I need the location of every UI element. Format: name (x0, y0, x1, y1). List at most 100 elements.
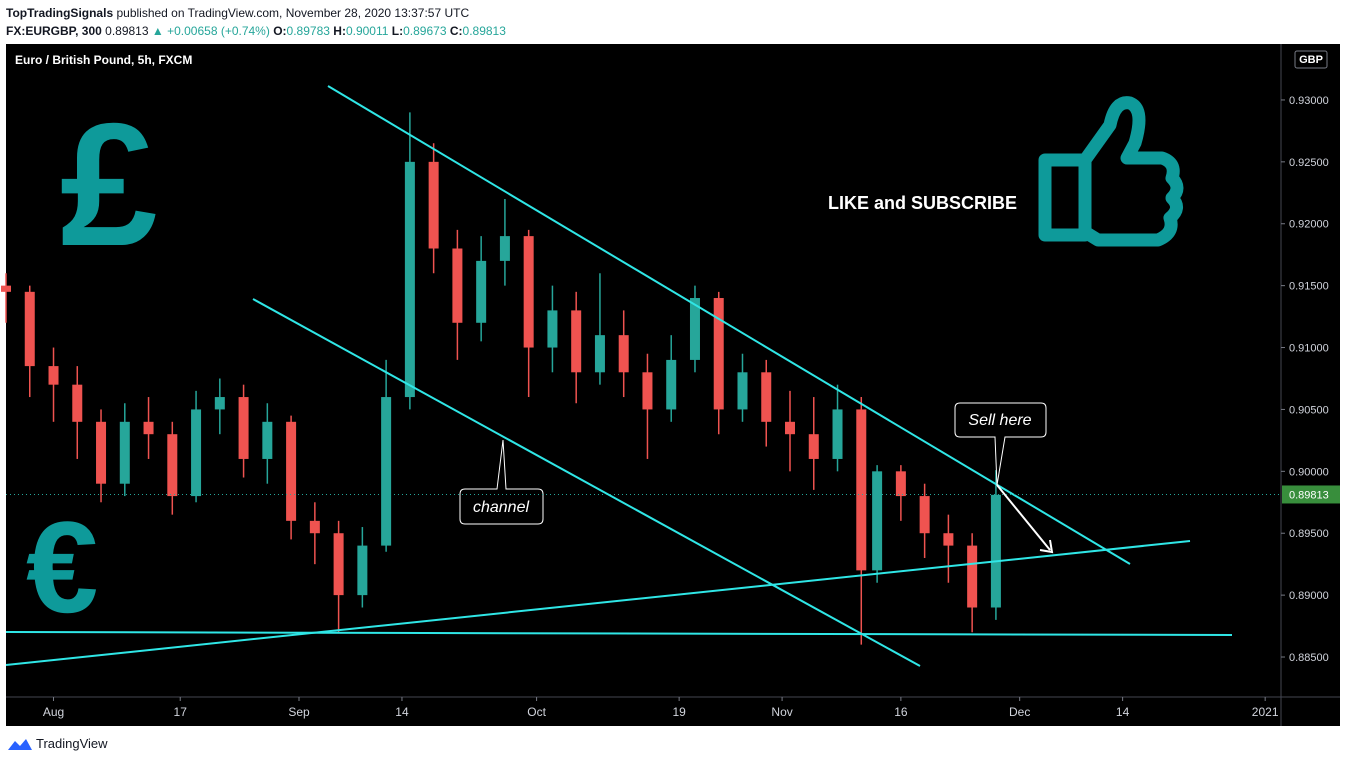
callout (954, 402, 1047, 486)
y-tick-label: 0.92000 (1289, 219, 1329, 231)
footer: TradingView (8, 736, 108, 751)
y-tick-label: 0.93000 (1289, 95, 1329, 107)
arrow (996, 484, 1054, 554)
candle-body (143, 421, 154, 435)
y-tick-label: 0.92500 (1289, 157, 1329, 169)
callout-text: Sell here (968, 412, 1031, 429)
last-price-label: 0.89813 (1289, 489, 1329, 501)
x-tick-label: 14 (395, 705, 409, 719)
x-tick-label: 17 (174, 705, 188, 719)
thumb-icon (1038, 96, 1184, 247)
high-label: H: (333, 24, 346, 38)
currency-box (1294, 50, 1328, 69)
candle-body (713, 298, 724, 410)
y-tick-label: 0.89000 (1289, 590, 1329, 602)
candle-body (689, 298, 700, 360)
y-tick-label: 0.90500 (1289, 404, 1329, 416)
candle-body (872, 471, 883, 571)
candle-body (967, 545, 978, 608)
logo (8, 738, 32, 750)
header: TopTradingSignals published on TradingVi… (6, 4, 506, 40)
candle-body (357, 545, 368, 596)
candle-body (594, 335, 605, 373)
brand: TradingView (36, 736, 108, 751)
candle-body (571, 310, 582, 373)
candle-body (262, 421, 273, 459)
published: published on TradingView.com, November 2… (116, 6, 470, 20)
candle-body (761, 372, 772, 422)
chart-title: Euro / British Pound, 5h, FXCM (15, 53, 192, 67)
candle-body (1, 285, 11, 292)
x-tick-label: 16 (894, 705, 908, 719)
candle-body (214, 397, 225, 410)
x-tick-label: Aug (43, 705, 64, 719)
candle-body (452, 248, 463, 323)
candle-body (119, 421, 130, 484)
candle-body (48, 366, 59, 385)
price: 0.89813 (105, 24, 149, 38)
currency: GBP (1299, 54, 1323, 66)
candle-body (808, 434, 819, 459)
y-tick-label: 0.90000 (1289, 466, 1329, 478)
x-tick-label: Sep (288, 705, 310, 719)
candle-body (547, 310, 558, 348)
y-tick-label: 0.89500 (1289, 528, 1329, 540)
candle-body (72, 384, 83, 422)
x-tick-label: Nov (771, 705, 792, 719)
candle-body (990, 494, 1001, 608)
plot (1, 112, 1001, 645)
high: 0.90011 (345, 24, 389, 38)
candle-body (666, 359, 677, 410)
trend-line (327, 85, 1131, 565)
low: 0.89673 (403, 24, 447, 38)
x-tick-label: Oct (527, 705, 546, 719)
candle-body (785, 421, 796, 435)
candle-body (333, 533, 344, 596)
candle-body (523, 236, 534, 348)
euro-icon: € (26, 494, 98, 640)
candle-body (499, 236, 510, 261)
y-tick-label: 0.91000 (1289, 343, 1329, 355)
x-tick-label: Dec (1009, 705, 1030, 719)
low-label: L: (391, 24, 404, 38)
callout (459, 439, 544, 525)
candle-body (856, 409, 867, 571)
candle-body (737, 372, 748, 410)
trend-lines (5, 85, 1233, 667)
candle-body (381, 397, 392, 546)
cta: LIKE and SUBSCRIBE (828, 193, 1017, 213)
candle-body (895, 471, 906, 497)
trend-line (5, 540, 1191, 666)
candle-body (919, 496, 930, 534)
candle-body (309, 520, 320, 534)
symbol: FX:EURGBP, 300 (6, 24, 102, 38)
candle-body (167, 434, 178, 497)
candle-body (943, 533, 954, 546)
candle-body (238, 397, 249, 459)
x-tick-label: 2021 (1252, 705, 1279, 719)
open-label: O: (273, 24, 287, 38)
trend-line (5, 631, 1233, 636)
x-tick-label: 19 (672, 705, 686, 719)
last-price-box (1282, 485, 1340, 504)
pound-icon: £ (60, 88, 157, 283)
candle-body (96, 421, 107, 484)
change: ▲ +0.00658 (+0.74%) (151, 24, 270, 38)
candle-body (428, 161, 439, 249)
callout-text: channel (473, 499, 529, 516)
trend-line (252, 298, 921, 667)
candle-body (286, 421, 297, 521)
candle-body (404, 161, 415, 398)
y-tick-label: 0.91500 (1289, 281, 1329, 293)
open: 0.89783 (286, 24, 330, 38)
close: 0.89813 (462, 24, 506, 38)
candle-body (24, 291, 35, 367)
candle-body (832, 409, 843, 459)
candle-body (476, 260, 487, 323)
y-tick-label: 0.88500 (1289, 652, 1329, 664)
candle-body (191, 409, 202, 497)
close-label: C: (449, 24, 463, 38)
candle-body (642, 372, 653, 410)
author: TopTradingSignals (6, 6, 114, 20)
